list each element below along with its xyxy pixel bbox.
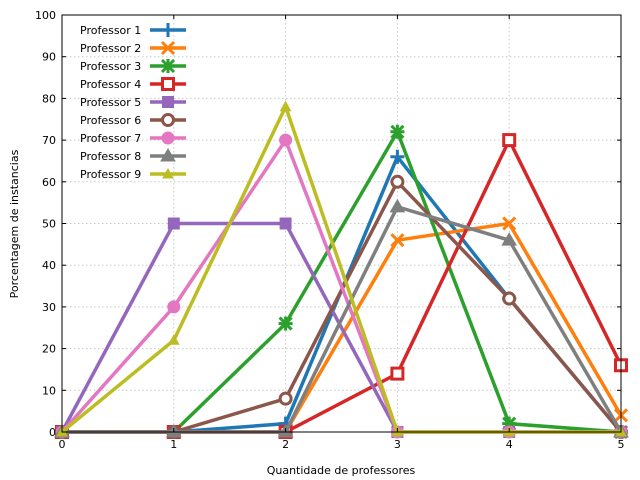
legend-label: Professor 7: [80, 132, 141, 145]
legend-label: Professor 2: [80, 42, 141, 55]
x-tick-label: 3: [394, 438, 401, 451]
legend-marker: [162, 167, 174, 179]
y-axis: 0 10 20 30 40 50 60 70 80 90 100: [35, 9, 621, 439]
data-point: [502, 133, 517, 148]
plot-frame: [61, 14, 622, 433]
data-point: [278, 316, 293, 331]
data-point: [390, 174, 405, 189]
y-tick-label: 0: [49, 426, 56, 439]
x-tick-label: 2: [282, 438, 289, 451]
y-axis-label: Porcentagem de instancias: [8, 149, 21, 298]
legend-marker: [162, 96, 174, 108]
data-point: [502, 291, 517, 306]
legend-marker: [161, 131, 175, 145]
y-tick-label: 20: [42, 343, 56, 356]
data-point: [167, 217, 180, 230]
legend-label: Professor 3: [80, 60, 141, 73]
series-line: [60, 221, 621, 434]
legend-marker: [160, 148, 176, 162]
series-9: [56, 100, 627, 437]
legend-marker: [160, 40, 176, 56]
series-line: [62, 204, 623, 434]
legend-item: Professor 5: [80, 96, 186, 109]
legend-item: Professor 7: [80, 131, 186, 145]
data-point: [390, 124, 405, 139]
x-tick-label: 1: [170, 438, 177, 451]
y-tick-label: 50: [42, 218, 56, 231]
data-point: [279, 133, 293, 147]
data-point: [501, 232, 518, 246]
marker-stroke: [502, 216, 517, 231]
legend: Professor 1 Professor 2 Professor 3 Profess…: [80, 23, 186, 181]
y-tick-label: 90: [42, 51, 56, 64]
x-tick-label: 0: [59, 438, 66, 451]
legend-marker: [161, 23, 175, 37]
grid: [62, 15, 621, 432]
data-point: [167, 334, 180, 345]
legend-label: Professor 6: [80, 114, 141, 127]
legend-item: Professor 8: [80, 148, 186, 163]
marker-stroke: [390, 233, 405, 248]
data-point: [390, 149, 405, 164]
legend-label: Professor 9: [80, 168, 141, 181]
legend-label: Professor 1: [80, 24, 141, 37]
x-axis-label: Quantidade de professores: [267, 464, 416, 477]
data-point: [279, 100, 292, 112]
legend-item: Professor 6: [80, 113, 186, 127]
y-tick-label: 100: [35, 9, 56, 22]
legend-item: Professor 2: [80, 40, 186, 56]
legend-item: Professor 1: [80, 23, 186, 37]
x-axis: 0 1 2 3 4 5: [59, 15, 625, 451]
marker-stroke: [160, 40, 176, 56]
legend-item: Professor 4: [80, 77, 186, 91]
y-tick-label: 10: [42, 384, 56, 397]
legend-marker: [161, 77, 175, 91]
legend-marker: [161, 113, 175, 127]
data-point: [278, 391, 293, 406]
series-line: [62, 178, 623, 434]
legend-label: Professor 5: [80, 96, 141, 109]
legend-marker: [160, 58, 176, 74]
data-point: [389, 198, 406, 213]
y-tick-label: 30: [42, 301, 56, 314]
y-tick-label: 70: [42, 134, 56, 147]
data-point: [390, 366, 405, 381]
legend-item: Professor 3: [80, 58, 186, 74]
y-tick-label: 80: [42, 92, 56, 105]
data-point: [502, 216, 517, 231]
x-tick-label: 4: [506, 438, 513, 451]
data-point: [167, 300, 181, 314]
data-point: [279, 217, 292, 230]
data-point: [390, 233, 405, 248]
legend-item: Professor 9: [80, 167, 186, 181]
legend-label: Professor 8: [80, 150, 141, 163]
y-tick-label: 40: [42, 259, 56, 272]
legend-label: Professor 4: [80, 78, 141, 91]
y-tick-label: 60: [42, 176, 56, 189]
x-tick-label: 5: [618, 438, 625, 451]
